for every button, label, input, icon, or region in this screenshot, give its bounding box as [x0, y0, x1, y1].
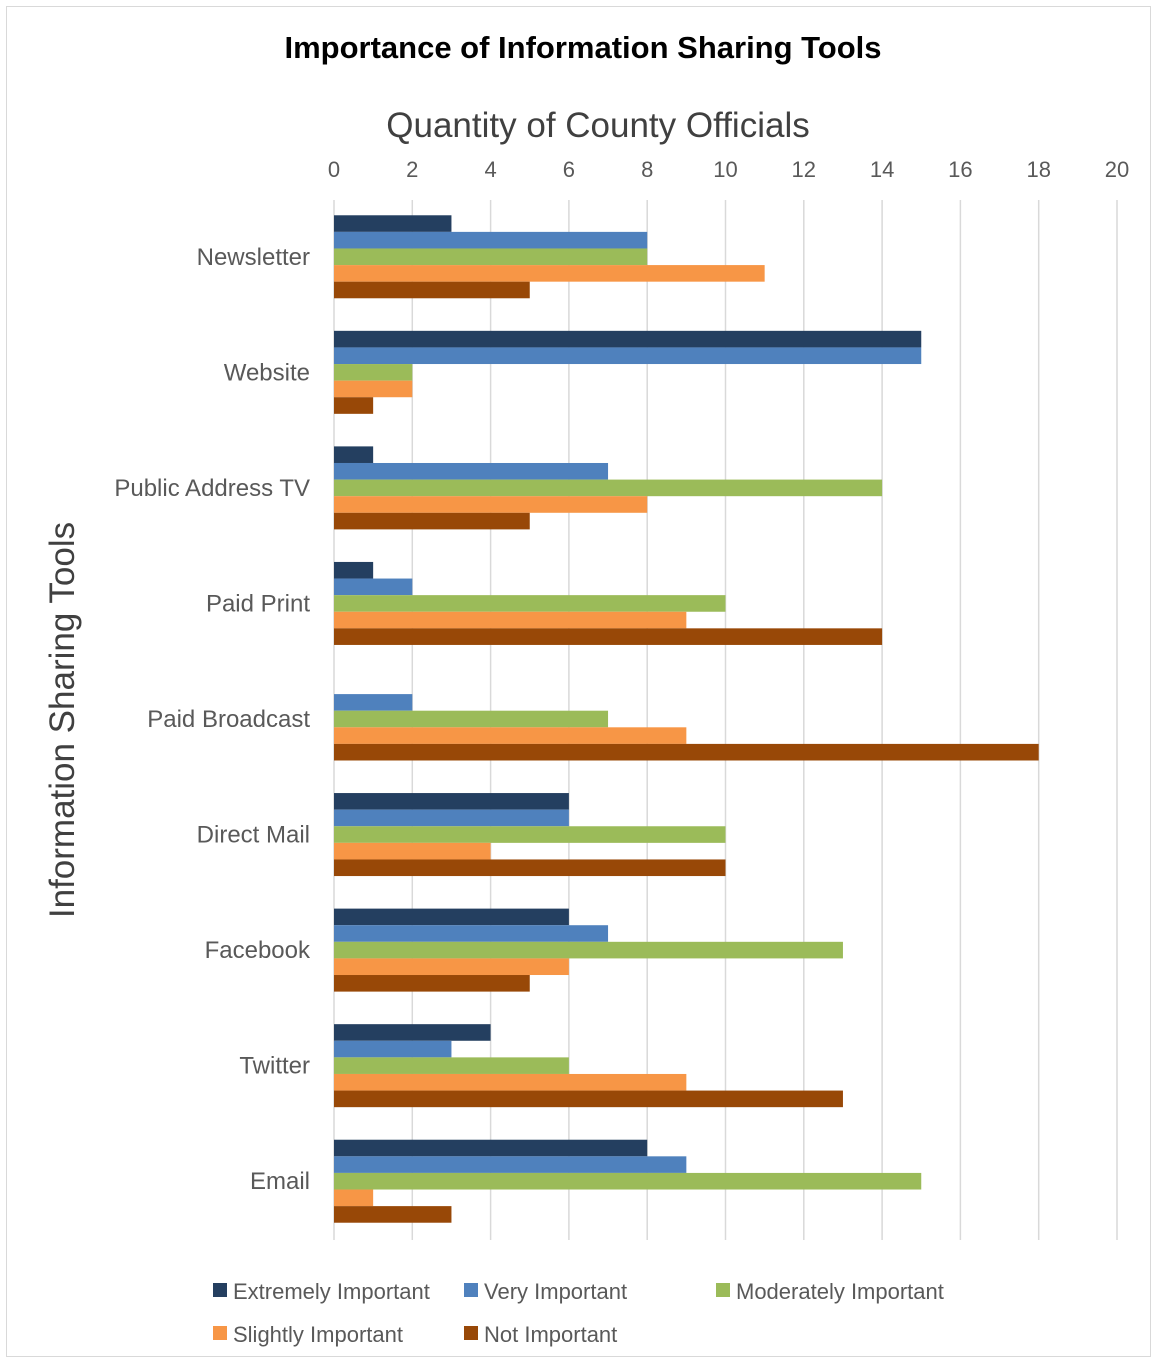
bar-public-address-tv-very-important [334, 462, 609, 480]
bar-direct-mail-very-important [334, 809, 569, 827]
bar-twitter-extremely-important [334, 1024, 491, 1041]
legend-label-not-important: Not Important [484, 1322, 617, 1347]
x-tick-labels: 0 2 4 6 8 10 12 14 16 18 20 [328, 157, 1129, 182]
legend-swatch-slightly-important [213, 1326, 227, 1340]
bar-public-address-tv-not-important [334, 512, 530, 530]
legend-swatch-moderately-important [716, 1283, 730, 1297]
bar-paid-print-slightly-important [334, 611, 687, 629]
bar-facebook-moderately-important [334, 941, 843, 959]
bar-public-address-tv-moderately-important [334, 479, 883, 497]
x-axis-title: Quantity of County Officials [386, 106, 809, 145]
bar-newsletter-slightly-important [334, 265, 765, 282]
bar-email-moderately-important [334, 1172, 922, 1190]
x-tick-label-12: 12 [792, 157, 816, 182]
bar-twitter-slightly-important [334, 1073, 687, 1091]
legend-label-extremely-important: Extremely Important [233, 1279, 430, 1304]
bar-facebook-very-important [334, 925, 609, 942]
bar-twitter-not-important [334, 1090, 843, 1108]
category-label-twitter: Twitter [239, 1053, 310, 1080]
bar-newsletter-extremely-important [334, 215, 452, 232]
legend-label-moderately-important: Moderately Important [736, 1279, 944, 1304]
category-label-paid-broadcast: Paid Broadcast [147, 706, 310, 733]
bar-email-slightly-important [334, 1189, 374, 1207]
legend-swatch-very-important [464, 1283, 478, 1297]
bar-website-slightly-important [334, 380, 413, 398]
x-tick-label-4: 4 [484, 157, 496, 182]
bar-facebook-not-important [334, 975, 530, 992]
y-axis-title: Information Sharing Tools [43, 522, 82, 918]
bar-facebook-slightly-important [334, 958, 569, 976]
bar-paid-broadcast-slightly-important [334, 727, 687, 744]
legend: Extremely Important Very Important Moderat… [213, 1279, 944, 1347]
x-tick-label-0: 0 [328, 157, 340, 182]
x-tick-label-6: 6 [563, 157, 575, 182]
category-label-direct-mail: Direct Mail [197, 822, 310, 849]
legend-swatch-not-important [464, 1326, 478, 1340]
bar-paid-print-not-important [334, 628, 883, 645]
bar-direct-mail-slightly-important [334, 842, 491, 860]
bar-email-extremely-important [334, 1139, 648, 1157]
x-tick-label-16: 16 [948, 157, 972, 182]
category-label-newsletter: Newsletter [197, 244, 310, 271]
chart-title: Importance of Information Sharing Tools [284, 30, 881, 65]
bar-paid-broadcast-not-important [334, 743, 1039, 761]
bar-twitter-very-important [334, 1040, 452, 1058]
x-tick-label-14: 14 [870, 157, 894, 182]
bar-newsletter-moderately-important [334, 248, 648, 266]
category-label-email: Email [250, 1168, 310, 1195]
bar-paid-print-moderately-important [334, 595, 726, 612]
bar-website-extremely-important [334, 330, 922, 348]
bar-website-not-important [334, 397, 374, 414]
bar-direct-mail-extremely-important [334, 793, 569, 810]
bar-public-address-tv-slightly-important [334, 496, 648, 513]
bar-facebook-extremely-important [334, 908, 569, 926]
bar-newsletter-very-important [334, 231, 648, 249]
bar-email-very-important [334, 1156, 687, 1173]
category-label-facebook: Facebook [205, 937, 311, 964]
bar-twitter-moderately-important [334, 1057, 569, 1074]
bar-paid-print-extremely-important [334, 561, 374, 579]
bar-paid-print-very-important [334, 578, 413, 596]
bars [334, 215, 1039, 1223]
bar-paid-broadcast-very-important [334, 694, 413, 711]
x-tick-label-20: 20 [1105, 157, 1129, 182]
x-tick-label-8: 8 [641, 157, 653, 182]
legend-label-slightly-important: Slightly Important [233, 1322, 403, 1347]
x-tick-label-10: 10 [713, 157, 737, 182]
bar-paid-broadcast-moderately-important [334, 710, 609, 728]
bar-direct-mail-moderately-important [334, 826, 726, 843]
bar-newsletter-not-important [334, 281, 530, 299]
legend-label-very-important: Very Important [484, 1279, 627, 1304]
category-labels: Newsletter Website Public Address TV Paid P… [114, 244, 311, 1195]
bar-website-very-important [334, 347, 922, 365]
x-tick-label-2: 2 [406, 157, 418, 182]
bar-direct-mail-not-important [334, 859, 726, 877]
bar-email-not-important [334, 1206, 452, 1223]
category-label-public-address-tv: Public Address TV [114, 475, 310, 502]
category-label-website: Website [224, 359, 310, 386]
bar-website-moderately-important [334, 364, 413, 381]
bar-public-address-tv-extremely-important [334, 446, 374, 463]
x-tick-label-18: 18 [1026, 157, 1050, 182]
category-label-paid-print: Paid Print [206, 590, 310, 617]
legend-swatch-extremely-important [213, 1283, 227, 1297]
